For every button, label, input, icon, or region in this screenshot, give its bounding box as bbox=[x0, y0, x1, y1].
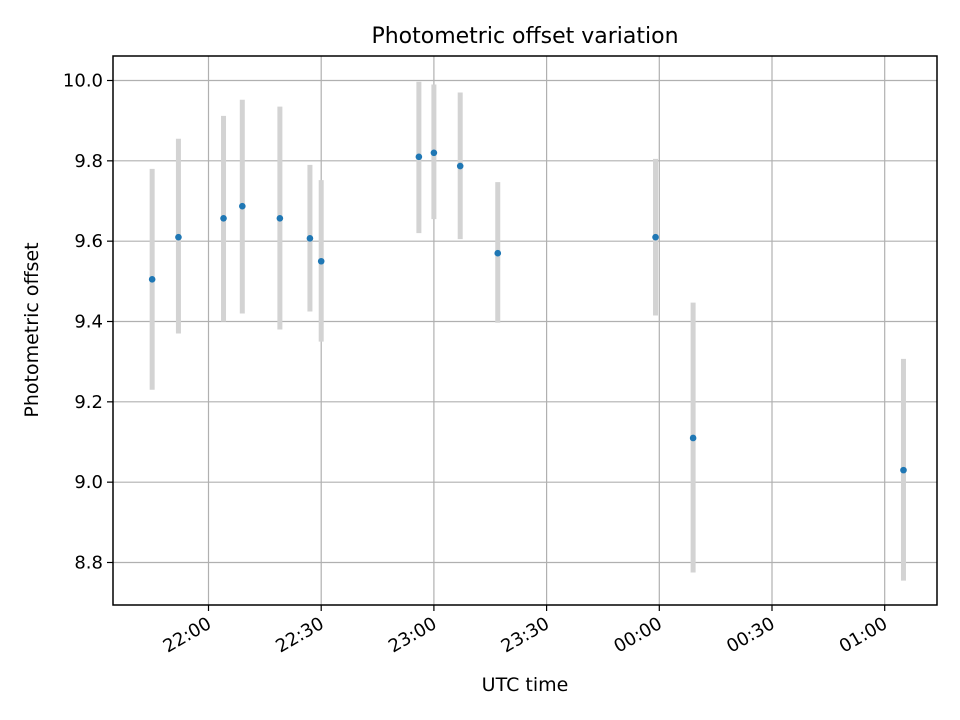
data-point bbox=[415, 153, 423, 161]
y-tick-label: 9.4 bbox=[74, 312, 103, 333]
data-point bbox=[317, 257, 325, 265]
data-point bbox=[689, 434, 697, 442]
y-axis-label: Photometric offset bbox=[21, 242, 43, 417]
y-tick-label: 8.8 bbox=[74, 553, 103, 574]
data-point bbox=[494, 249, 502, 257]
chart-title: Photometric offset variation bbox=[371, 24, 678, 49]
data-point bbox=[306, 235, 314, 242]
y-tick-label: 9.8 bbox=[74, 151, 103, 172]
data-point bbox=[652, 233, 659, 241]
grid bbox=[113, 56, 937, 605]
data-points bbox=[148, 149, 907, 474]
data-point bbox=[430, 149, 438, 157]
data-point bbox=[175, 233, 182, 241]
data-point bbox=[148, 276, 156, 283]
y-tick-label: 9.0 bbox=[74, 472, 103, 493]
data-point bbox=[220, 214, 227, 222]
data-point bbox=[276, 214, 284, 222]
plot-frame bbox=[112, 55, 938, 606]
y-tick-label: 9.2 bbox=[74, 392, 103, 413]
y-tick-label: 10.0 bbox=[63, 71, 103, 92]
x-axis-label: UTC time bbox=[482, 674, 569, 696]
data-point bbox=[456, 162, 464, 170]
data-point bbox=[239, 202, 246, 210]
y-tick-label: 9.6 bbox=[74, 231, 103, 252]
data-point bbox=[900, 466, 907, 474]
